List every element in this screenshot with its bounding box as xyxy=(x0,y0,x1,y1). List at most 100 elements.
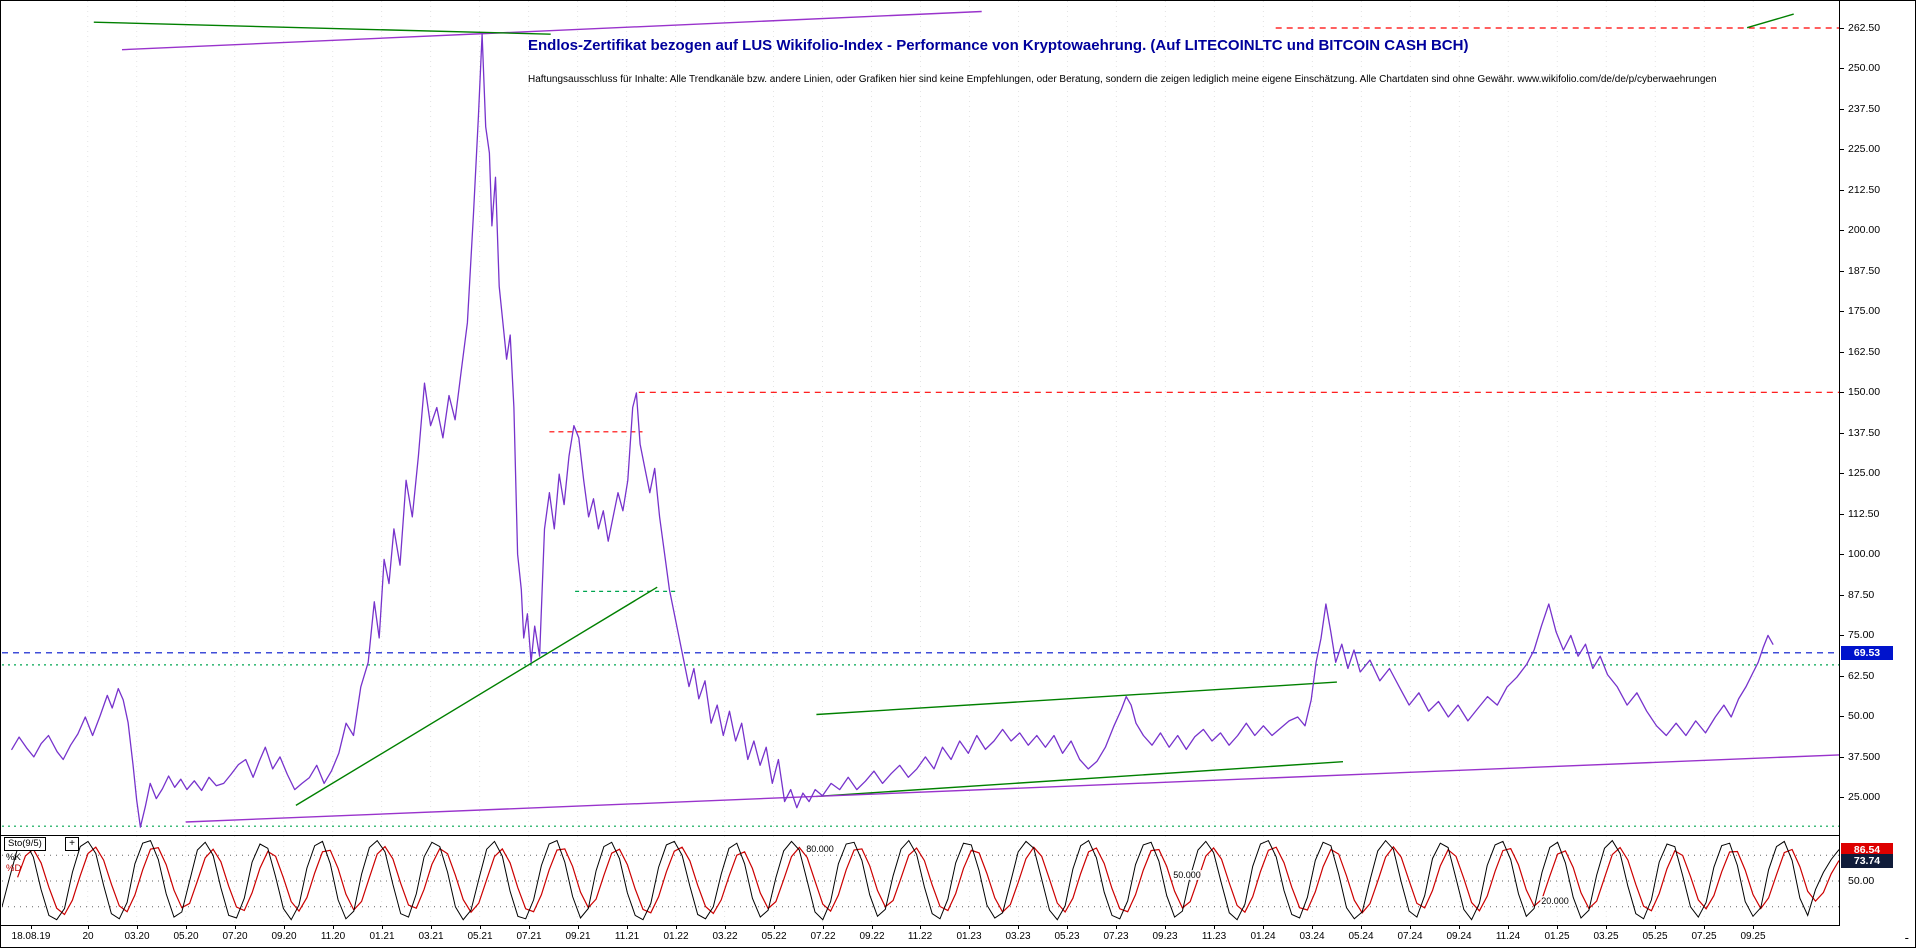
y-axis-tick xyxy=(1840,149,1844,150)
x-axis-label: 07.20 xyxy=(222,931,248,942)
stochastic-d-value-badge: 73.74 xyxy=(1841,854,1893,868)
x-axis-tick xyxy=(725,926,726,929)
y-axis-label: 125.00 xyxy=(1848,467,1881,479)
x-axis-tick xyxy=(823,926,824,929)
x-axis-border xyxy=(1,925,1840,926)
y-axis-label: 162.50 xyxy=(1848,346,1881,358)
y-axis-tick xyxy=(1840,271,1844,272)
x-axis-tick xyxy=(1263,926,1264,929)
x-axis-label: 03.20 xyxy=(124,931,150,942)
x-axis-tick xyxy=(1655,926,1656,929)
x-axis-tick xyxy=(1508,926,1509,929)
x-axis-tick xyxy=(774,926,775,929)
trend-line xyxy=(1746,13,1794,29)
x-axis-tick xyxy=(1459,926,1460,929)
x-axis-label: 11.24 xyxy=(1495,931,1521,942)
y-axis-tick xyxy=(1840,392,1844,393)
y-axis-label: 37.500 xyxy=(1848,751,1881,763)
x-axis-tick xyxy=(920,926,921,929)
zoom-out-button[interactable]: - xyxy=(1904,930,1909,945)
x-axis-tick xyxy=(137,926,138,929)
chart-disclaimer: Haftungsausschluss für Inhalte: Alle Tre… xyxy=(528,74,1717,85)
x-axis-tick xyxy=(1557,926,1558,929)
stochastic-k-value-badge: 86.54 xyxy=(1841,843,1893,857)
x-axis-tick xyxy=(431,926,432,929)
y-axis: 69.53 86.54 73.74 50.00 262.50 250.00 237.… xyxy=(1840,1,1915,947)
stochastic-k-line xyxy=(2,839,1839,921)
y-axis-label: 150.00 xyxy=(1848,386,1881,398)
x-axis-tick xyxy=(284,926,285,929)
x-axis-tick xyxy=(1165,926,1166,929)
x-axis-label: 09.20 xyxy=(271,931,297,942)
x-axis-label: 09.22 xyxy=(859,931,885,942)
x-axis-label: 01.21 xyxy=(369,931,395,942)
x-axis-tick xyxy=(1018,926,1019,929)
x-axis-tick xyxy=(333,926,334,929)
x-axis-label: 05.23 xyxy=(1054,931,1080,942)
stochastic-indicator-canvas[interactable] xyxy=(2,836,1839,925)
y-axis-label: 175.00 xyxy=(1848,305,1881,317)
x-axis-label: 01.25 xyxy=(1544,931,1570,942)
trend-line xyxy=(185,754,1839,823)
y-axis-label: 200.00 xyxy=(1848,224,1881,236)
main-price-chart-canvas[interactable] xyxy=(2,1,1839,835)
x-axis-label: 11.21 xyxy=(614,931,640,942)
x-axis-tick xyxy=(1361,926,1362,929)
y-axis-label: 25.000 xyxy=(1848,791,1881,803)
x-axis-tick xyxy=(480,926,481,929)
x-axis-label: 11.23 xyxy=(1201,931,1227,942)
indicator-settings-box[interactable]: Sto(9/5) xyxy=(4,837,46,851)
y-axis-border xyxy=(1839,1,1840,926)
indicator-name-label: Sto(9/5) xyxy=(8,838,42,849)
x-axis-label: 07.24 xyxy=(1397,931,1423,942)
y-axis-tick xyxy=(1840,68,1844,69)
x-axis-label: 07.23 xyxy=(1103,931,1129,942)
x-axis-label: 05.20 xyxy=(173,931,199,942)
stochastic-d-line xyxy=(17,845,1839,916)
x-axis-tick xyxy=(1410,926,1411,929)
x-axis-tick xyxy=(31,926,32,929)
x-axis-label: 07.22 xyxy=(810,931,836,942)
trend-line xyxy=(816,761,1344,798)
x-axis-tick xyxy=(1704,926,1705,929)
x-axis-label: 18.08.19 xyxy=(11,931,51,942)
x-axis-tick xyxy=(1312,926,1313,929)
y-axis-tick xyxy=(1840,797,1844,798)
x-axis-label: 03.21 xyxy=(418,931,444,942)
x-axis-label: 11.20 xyxy=(320,931,346,942)
x-axis-tick xyxy=(1606,926,1607,929)
x-axis-label: 11.22 xyxy=(907,931,933,942)
y-axis-tick xyxy=(1840,757,1844,758)
y-axis-label: 62.50 xyxy=(1848,670,1875,682)
x-axis-tick xyxy=(1116,926,1117,929)
x-axis-tick xyxy=(872,926,873,929)
x-axis-label: 05.21 xyxy=(467,931,493,942)
x-axis-label: 01.24 xyxy=(1250,931,1276,942)
y-axis-tick xyxy=(1840,311,1844,312)
y-axis-tick xyxy=(1840,28,1844,29)
x-axis-tick xyxy=(1753,926,1754,929)
price-line xyxy=(11,33,1774,828)
x-axis-label: 09.23 xyxy=(1152,931,1178,942)
y-axis-label: 137.50 xyxy=(1848,427,1881,439)
panel-divider xyxy=(1,835,1840,836)
x-axis-tick xyxy=(88,926,89,929)
x-axis-label: 09.21 xyxy=(565,931,591,942)
y-axis-tick xyxy=(1840,595,1844,596)
trend-line xyxy=(93,21,551,35)
x-axis-tick xyxy=(1067,926,1068,929)
x-axis-tick xyxy=(627,926,628,929)
y-axis-tick xyxy=(1840,514,1844,515)
y-axis-tick xyxy=(1840,352,1844,353)
indicator-expand-button[interactable]: + xyxy=(65,837,79,851)
y-axis-label: 212.50 xyxy=(1848,184,1881,196)
y-axis-tick xyxy=(1840,433,1844,434)
y-axis-label: 50.00 xyxy=(1848,710,1875,722)
y-axis-label: 100.00 xyxy=(1848,548,1881,560)
x-axis-tick xyxy=(235,926,236,929)
x-axis-tick xyxy=(676,926,677,929)
x-axis-tick xyxy=(578,926,579,929)
x-axis-label: 01.22 xyxy=(663,931,689,942)
x-axis-tick xyxy=(382,926,383,929)
